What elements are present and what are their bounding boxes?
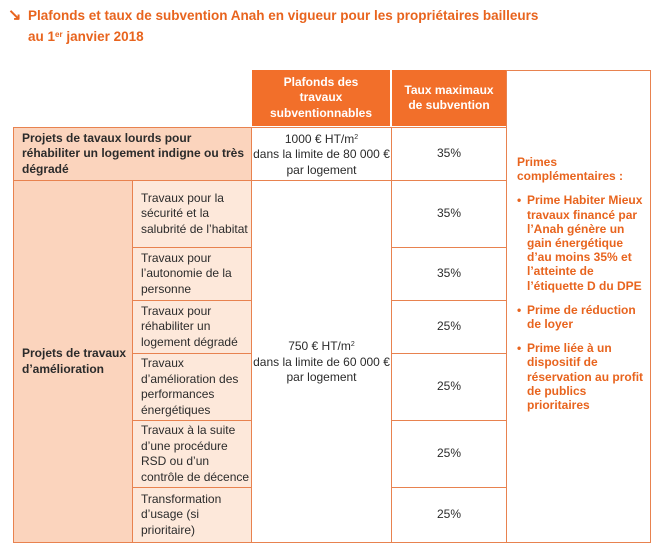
bullet-icon: • bbox=[517, 341, 522, 356]
header-taux: Taux maximaux de subvention bbox=[392, 70, 506, 126]
sub-row-label: Travaux pour l’autonomie de la personne bbox=[132, 247, 252, 301]
sub-row-label-text: Travaux pour la sécurité et la salubrité… bbox=[141, 190, 248, 236]
superscript: 2 bbox=[350, 341, 355, 349]
header-plafonds-text: Plafonds des travaux subventionnables bbox=[269, 74, 373, 120]
title-line2-prefix: au 1 bbox=[28, 29, 56, 44]
sub-row-label-text: Travaux pour l’autonomie de la personne bbox=[141, 250, 232, 296]
row-amelioration-plafond-rest: dans la limite de 60 000 € par logement bbox=[253, 354, 390, 385]
row-lourds-taux: 35% bbox=[391, 127, 507, 181]
primes-item-text: Prime de réduction de loyer bbox=[527, 302, 636, 332]
sub-row-taux: 25% bbox=[391, 487, 507, 543]
sub-row-taux: 35% bbox=[391, 180, 507, 248]
sub-row-taux: 35% bbox=[391, 247, 507, 301]
sub-row-taux-text: 25% bbox=[436, 319, 462, 334]
primes-list-item: • Prime de réduction de loyer bbox=[517, 303, 644, 331]
row-lourds-plafond-text: 1000 € HT/m2 dans la limite de 80 000 € … bbox=[252, 130, 391, 179]
sub-row-label: Travaux pour la sécurité et la salubrité… bbox=[132, 180, 252, 248]
header-taux-text: Taux maximaux de subvention bbox=[404, 82, 494, 113]
sub-row-label-text: Travaux pour réhabiliter un logement dég… bbox=[141, 303, 238, 349]
primes-list: • Prime Habiter Mieux travaux financé par… bbox=[517, 193, 644, 412]
sub-row-label-text: Travaux à la suite d’une procédure RSD o… bbox=[141, 423, 250, 484]
sub-row-taux-text: 25% bbox=[436, 379, 462, 394]
row-amelioration-plafond-amount: 750 € HT/m bbox=[288, 339, 351, 354]
sub-row-taux: 25% bbox=[391, 420, 507, 488]
sub-row-label: Travaux d’amélioration des performances … bbox=[132, 353, 252, 421]
header-plafonds: Plafonds des travaux subventionnables bbox=[252, 70, 390, 126]
sub-row-label: Travaux pour réhabiliter un logement dég… bbox=[132, 300, 252, 354]
title-superscript: er bbox=[55, 30, 63, 39]
row-amelioration-label: Projets de travaux d’amélioration bbox=[13, 180, 133, 543]
primes-item-text: Prime liée à un dispositif de réservatio… bbox=[527, 341, 644, 413]
sub-row-taux-text: 25% bbox=[436, 446, 462, 461]
row-lourds-plafond: 1000 € HT/m2 dans la limite de 80 000 € … bbox=[251, 127, 392, 181]
row-lourds-taux-text: 35% bbox=[436, 146, 462, 161]
row-amelioration-label-text: Projets de travaux d’amélioration bbox=[22, 346, 127, 376]
row-lourds-label: Projets de tavaux lourds pour réhabilite… bbox=[13, 127, 252, 181]
sub-row-label-text: Travaux d’amélioration des performances … bbox=[141, 356, 239, 417]
primes-heading: Primes complémentaires : bbox=[517, 155, 624, 184]
sub-row-taux-text: 25% bbox=[436, 507, 462, 522]
primes-panel: Primes complémentaires : • Prime Habiter … bbox=[506, 70, 651, 543]
primes-list-item: • Prime liée à un dispositif de réservati… bbox=[517, 341, 644, 412]
page-title: ↘ Plafonds et taux de subvention Anah en … bbox=[8, 6, 648, 46]
row-lourds-label-text: Projets de tavaux lourds pour réhabilite… bbox=[22, 130, 245, 176]
row-lourds-plafond-rest: dans la limite de 80 000 € par logement bbox=[253, 147, 390, 177]
sub-row-taux-text: 35% bbox=[436, 206, 462, 221]
superscript: 2 bbox=[354, 133, 359, 141]
bullet-icon: • bbox=[517, 193, 522, 208]
title-line1: Plafonds et taux de subvention Anah en v… bbox=[28, 8, 539, 23]
primes-list-item: • Prime Habiter Mieux travaux financé par… bbox=[517, 193, 644, 292]
sub-row-taux-text: 35% bbox=[436, 266, 462, 281]
sub-row-label: Transformation d’usage (si prioritaire) bbox=[132, 487, 252, 543]
sub-row-label-text: Transformation d’usage (si prioritaire) bbox=[141, 491, 222, 537]
row-amelioration-plafond-text: 750 € HT/m2 dans la limite de 60 000 € p… bbox=[252, 337, 391, 386]
row-amelioration-plafond: 750 € HT/m2 dans la limite de 60 000 € p… bbox=[251, 180, 392, 543]
row-lourds-plafond-amount: 1000 € HT/m bbox=[284, 131, 355, 146]
title-line2-suffix: janvier 2018 bbox=[62, 29, 144, 44]
sub-row-label: Travaux à la suite d’une procédure RSD o… bbox=[132, 420, 252, 488]
bullet-icon: • bbox=[517, 302, 522, 317]
primes-item-text: Prime Habiter Mieux travaux financé par … bbox=[527, 193, 643, 293]
sub-row-taux: 25% bbox=[391, 353, 507, 421]
sub-row-taux: 25% bbox=[391, 300, 507, 354]
arrow-down-right-icon: ↘ bbox=[8, 7, 22, 24]
